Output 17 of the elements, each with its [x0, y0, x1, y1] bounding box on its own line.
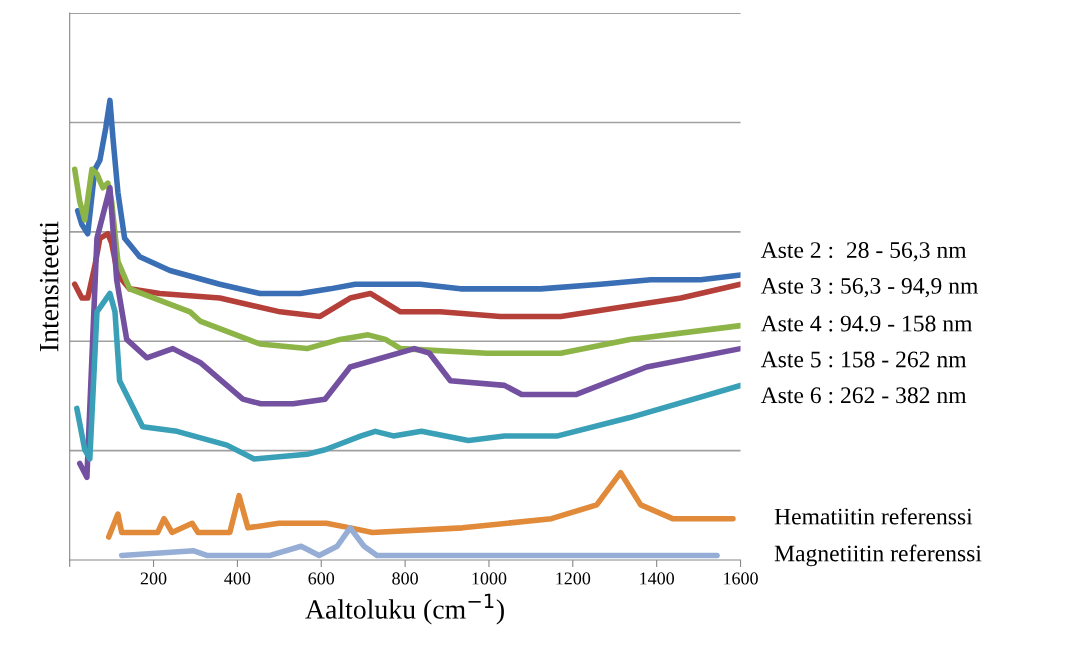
- y-axis-title: Intensiteetti: [39, 221, 59, 352]
- x-tick-label: 400: [224, 572, 251, 585]
- x-tick-label: 1200: [556, 572, 591, 585]
- series-label: Aste 4 : 94.9 - 158 nm: [760, 315, 973, 332]
- x-tick-label: 1400: [640, 572, 675, 585]
- x-tick-label: 600: [308, 572, 335, 585]
- series-label: Aste 3 : 56,3 - 94,9 nm: [760, 277, 979, 298]
- x-axis-title: Aaltoluku (cm$^{−1}$): [305, 593, 504, 625]
- x-tick-label: 1000: [472, 572, 507, 585]
- x-tick-label: 800: [392, 572, 418, 585]
- series-label: Aste 6 : 262 - 382 nm: [760, 387, 967, 404]
- series-label: Aste 5 : 158 - 262 nm: [760, 351, 967, 368]
- x-tick-label: 1600: [724, 572, 758, 585]
- series-label: Aste 2 : 28 - 56,3 nm: [760, 242, 967, 262]
- x-tick-label: 200: [140, 572, 167, 585]
- series-label: Hematiitin referenssi: [774, 507, 973, 525]
- text: Magnetiitin referenssi: [774, 544, 982, 567]
